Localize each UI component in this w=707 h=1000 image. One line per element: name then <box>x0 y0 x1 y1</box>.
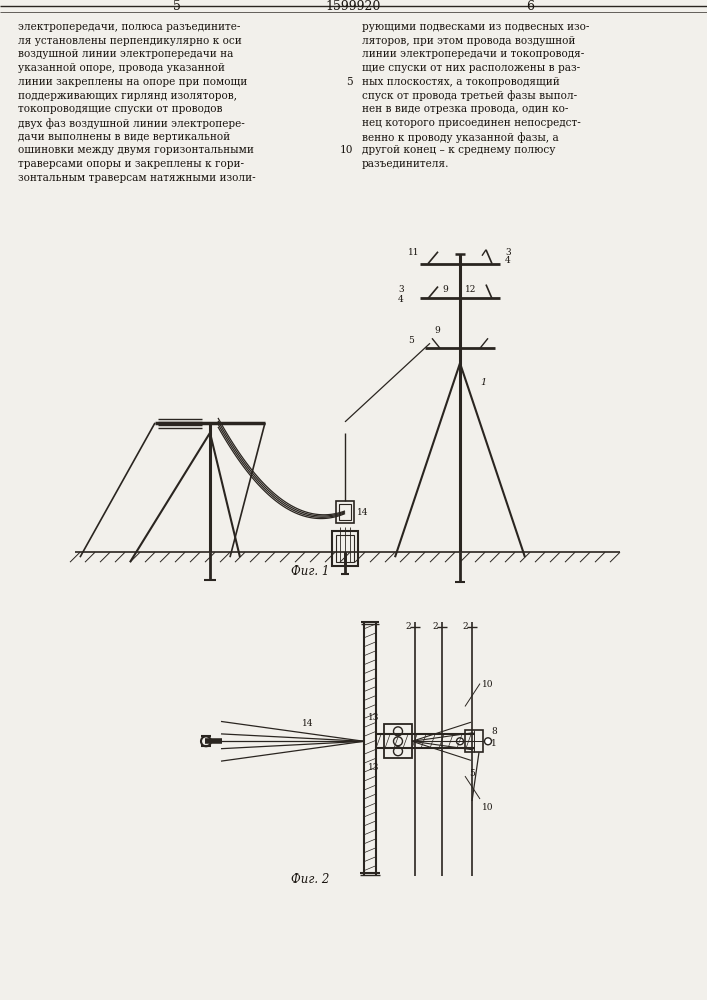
Text: 8: 8 <box>491 727 497 736</box>
Text: 3: 3 <box>398 285 404 294</box>
Text: 13: 13 <box>368 763 380 772</box>
Text: 5: 5 <box>408 336 414 345</box>
Text: 11: 11 <box>408 248 419 257</box>
Text: 10: 10 <box>339 145 353 155</box>
Text: 5: 5 <box>346 77 353 87</box>
Text: поддерживающих гирлянд изоляторов,: поддерживающих гирлянд изоляторов, <box>18 91 237 101</box>
Text: 3: 3 <box>505 248 510 257</box>
Text: 9: 9 <box>434 326 440 335</box>
Text: щие спуски от них расположены в раз-: щие спуски от них расположены в раз- <box>362 63 580 73</box>
Text: линии закреплены на опоре при помощи: линии закреплены на опоре при помощи <box>18 77 247 87</box>
Text: другой конец – к среднему полюсу: другой конец – к среднему полюсу <box>362 145 556 155</box>
Text: 4: 4 <box>398 295 404 304</box>
Bar <box>332 531 358 566</box>
Text: 5: 5 <box>173 0 181 13</box>
Circle shape <box>201 736 211 746</box>
Text: 1599920: 1599920 <box>325 0 380 13</box>
Text: 4: 4 <box>505 256 510 265</box>
Text: Фиг. 2: Фиг. 2 <box>291 873 329 886</box>
Circle shape <box>457 738 464 745</box>
Text: 5: 5 <box>469 769 475 778</box>
Text: 14: 14 <box>302 719 313 728</box>
Text: указанной опоре, провода указанной: указанной опоре, провода указанной <box>18 63 225 73</box>
Text: 2: 2 <box>432 622 438 631</box>
Circle shape <box>484 738 491 745</box>
Text: рующими подвесками из подвесных изо-: рующими подвесками из подвесных изо- <box>362 22 590 32</box>
Text: нен в виде отрезка провода, один ко-: нен в виде отрезка провода, один ко- <box>362 104 568 114</box>
Text: нец которого присоединен непосредст-: нец которого присоединен непосредст- <box>362 118 580 128</box>
Text: спуск от провода третьей фазы выпол-: спуск от провода третьей фазы выпол- <box>362 91 577 101</box>
Text: траверсами опоры и закреплены к гори-: траверсами опоры и закреплены к гори- <box>18 159 244 169</box>
Text: линии электропередачи и токопроводя-: линии электропередачи и токопроводя- <box>362 49 584 59</box>
Text: ошиновки между двумя горизонтальными: ошиновки между двумя горизонтальными <box>18 145 254 155</box>
Text: 2: 2 <box>405 622 411 631</box>
Bar <box>339 504 351 520</box>
Text: ляторов, при этом провода воздушной: ляторов, при этом провода воздушной <box>362 36 575 46</box>
Text: 9: 9 <box>442 285 448 294</box>
Bar <box>384 724 412 758</box>
Text: разъединителя.: разъединителя. <box>362 159 450 169</box>
Bar <box>336 501 354 523</box>
Text: венно к проводу указанной фазы, а: венно к проводу указанной фазы, а <box>362 132 559 143</box>
Text: дачи выполнены в виде вертикальной: дачи выполнены в виде вертикальной <box>18 132 230 142</box>
Text: токопроводящие спуски от проводов: токопроводящие спуски от проводов <box>18 104 223 114</box>
Text: 14: 14 <box>357 508 368 517</box>
Text: 12: 12 <box>465 285 477 294</box>
Text: 6: 6 <box>526 0 534 13</box>
Text: 10: 10 <box>482 803 493 812</box>
Text: ных плоскостях, а токопроводящий: ных плоскостях, а токопроводящий <box>362 77 560 87</box>
Bar <box>336 535 354 562</box>
Text: 1: 1 <box>491 739 497 748</box>
Bar <box>465 730 483 752</box>
Text: зонтальным траверсам натяжными изоли-: зонтальным траверсам натяжными изоли- <box>18 173 256 183</box>
Text: 2: 2 <box>462 622 467 631</box>
Text: Фиг. 1: Фиг. 1 <box>291 565 329 578</box>
Text: воздушной линии электропередачи на: воздушной линии электропередачи на <box>18 49 233 59</box>
Text: 1: 1 <box>480 378 486 387</box>
Text: двух фаз воздушной линии электропере-: двух фаз воздушной линии электропере- <box>18 118 245 129</box>
Text: электропередачи, полюса разъедините-: электропередачи, полюса разъедините- <box>18 22 240 32</box>
Text: 10: 10 <box>482 680 493 689</box>
Text: ля установлены перпендикулярно к оси: ля установлены перпендикулярно к оси <box>18 36 242 46</box>
Text: 13: 13 <box>368 713 380 722</box>
